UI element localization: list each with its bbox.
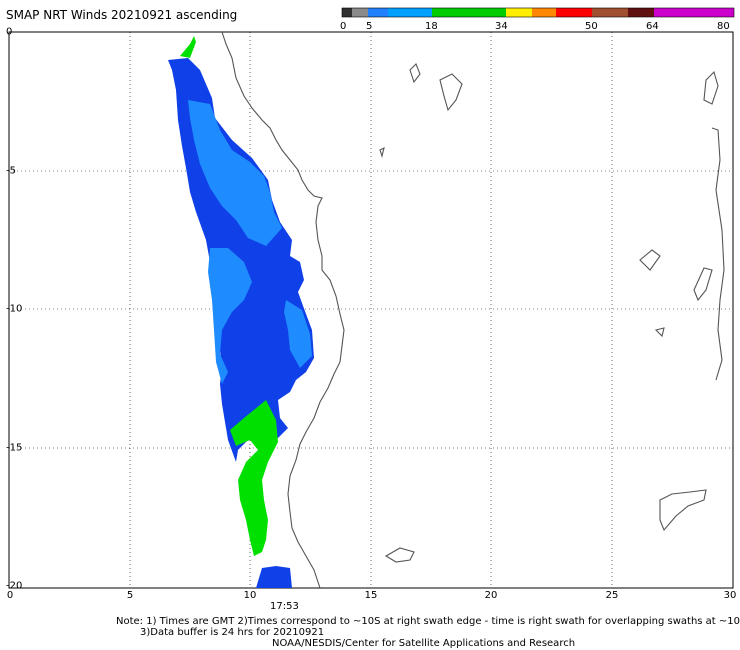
coastline-east-6 (659, 489, 707, 532)
gridlines (9, 32, 733, 588)
colorbar-segment-5-10 (368, 8, 388, 17)
lat-label-15s: -15 (6, 442, 23, 454)
lon-label-0: 0 (6, 590, 14, 601)
colorbar-label-0: 0 (340, 21, 347, 32)
colorbar-segment-0-5-light (352, 8, 368, 17)
colorbar-segment-34-40 (506, 8, 532, 17)
lon-label-30: 30 (723, 590, 737, 601)
coastline-east-8 (639, 249, 661, 271)
note-line-2: 3)Data buffer is 24 hrs for 20210921 (140, 627, 325, 638)
colorbar-label-18: 18 (425, 21, 438, 32)
colorbar-label-64: 64 (646, 21, 659, 32)
colorbar-segment-18-34 (432, 8, 506, 17)
lon-label-10: 10 (243, 590, 257, 601)
note-line-1: Note: 1) Times are GMT 2)Times correspon… (116, 616, 740, 627)
colorbar-segment-57-64 (628, 8, 654, 17)
swath-blue-tip-south (256, 566, 292, 588)
swath-time-label: 17:53 (270, 601, 299, 612)
coastline (221, 31, 725, 589)
lon-label-15: 15 (364, 590, 378, 601)
colorbar-label-5: 5 (366, 21, 373, 32)
colorbar-segment-64-80 (654, 8, 734, 17)
lon-label-5: 5 (126, 590, 134, 601)
note-line-3: NOAA/NESDIS/Center for Satellite Applica… (272, 638, 576, 649)
colorbar-label-50: 50 (585, 21, 598, 32)
colorbar-label-34: 34 (495, 21, 508, 32)
colorbar (341, 7, 735, 18)
coastline-east-7 (384, 547, 415, 563)
colorbar-label-80: 80 (717, 21, 730, 32)
colorbar-segment-5-18 (368, 8, 432, 17)
lon-label-20: 20 (484, 590, 498, 601)
lat-label-5s: -5 (6, 165, 16, 177)
coastline-africa-west (221, 31, 345, 589)
colorbar-border (341, 7, 735, 18)
coastline-east-3 (703, 70, 719, 105)
swath-light-blue-mid (208, 248, 252, 384)
coastline-east-2 (439, 73, 463, 112)
swath-light-blue-east (284, 300, 312, 368)
lat-label-0: 0 (6, 26, 13, 38)
swath-green-south (230, 400, 278, 556)
map-title: SMAP NRT Winds 20210921 ascending (6, 8, 238, 22)
colorbar-segment-45-50 (556, 8, 592, 17)
coastline-east-5 (693, 267, 713, 302)
lon-label-25: 25 (605, 590, 619, 601)
swath-light-blue-north (188, 100, 282, 246)
colorbar-segment-40-45 (532, 8, 556, 17)
coastline-east-4 (711, 127, 725, 381)
lat-label-10s: -10 (6, 303, 23, 315)
colorbar-segment-50-57 (592, 8, 628, 17)
swath-green-tip-north (180, 36, 196, 58)
coastline-island-1 (379, 146, 385, 158)
coastline-east-9 (654, 327, 665, 338)
coastline-east-1 (409, 63, 421, 84)
wind-swath (168, 36, 314, 588)
lat-label-20s: -20 (6, 580, 23, 592)
